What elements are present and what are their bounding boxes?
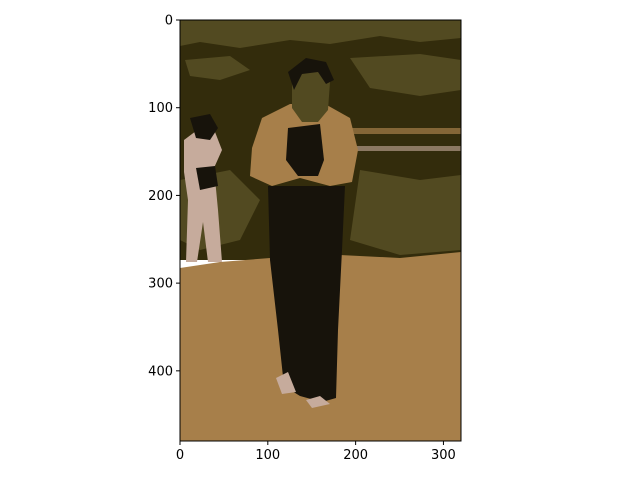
bench-row — [350, 128, 461, 134]
main-person-head — [292, 62, 330, 122]
main-person-hair — [288, 58, 334, 90]
side-person-dark — [196, 166, 218, 190]
bench-row-2 — [350, 146, 461, 151]
y-tick-label: 400 — [148, 364, 173, 379]
image-area — [180, 20, 461, 441]
side-person — [184, 128, 222, 262]
y-tick-label: 100 — [148, 101, 173, 116]
axes-frame — [179, 19, 462, 442]
y-tick-label: 200 — [148, 189, 173, 204]
x-tick-label: 0 — [176, 448, 184, 463]
x-tick-label: 300 — [431, 448, 456, 463]
x-tick-label: 100 — [255, 448, 280, 463]
y-tick-label: 300 — [148, 277, 173, 292]
background-olive-patches — [180, 20, 461, 255]
side-person-hair — [190, 114, 218, 140]
main-person-feet — [276, 372, 330, 408]
main-person-skirt — [268, 186, 345, 402]
x-ticks: 0 100 200 300 — [176, 441, 456, 463]
y-tick-label: 0 — [165, 14, 173, 29]
y-ticks: 0 100 200 300 400 — [148, 14, 180, 379]
main-person-hands — [286, 124, 324, 176]
x-tick-label: 200 — [343, 448, 368, 463]
